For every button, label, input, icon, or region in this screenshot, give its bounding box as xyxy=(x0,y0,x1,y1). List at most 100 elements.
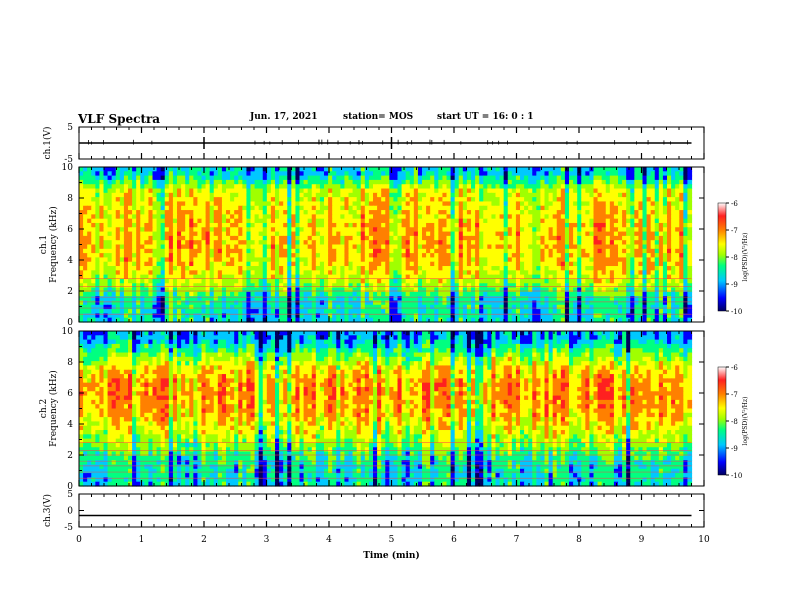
heat-cell xyxy=(213,278,219,284)
heat-cell xyxy=(103,266,109,271)
heat-cell xyxy=(597,240,603,246)
heat-cell xyxy=(185,291,190,297)
heat-cell xyxy=(577,192,582,198)
heat-cell xyxy=(548,244,554,250)
heat-cell xyxy=(205,291,211,297)
heat-cell xyxy=(491,287,497,293)
heat-cell xyxy=(405,197,411,203)
heat-cell xyxy=(548,253,554,259)
heat-cell xyxy=(581,175,586,181)
heat-cell xyxy=(613,184,619,190)
heat-cell xyxy=(209,244,215,250)
heat-cell xyxy=(144,283,150,289)
heat-cell xyxy=(344,274,350,280)
heat-cell xyxy=(193,192,199,198)
heat-cell xyxy=(630,210,635,215)
heat-cell xyxy=(197,222,203,228)
heat-cell xyxy=(275,253,280,259)
heat-cell xyxy=(515,197,521,203)
heat-cell xyxy=(254,304,260,310)
heat-cell xyxy=(679,304,684,310)
heat-cell xyxy=(430,253,435,259)
heat-cell xyxy=(675,197,680,203)
heat-cell xyxy=(581,201,586,207)
heat-cell xyxy=(462,270,468,276)
heat-cell xyxy=(630,235,635,241)
heat-cell xyxy=(520,201,525,207)
heat-cell xyxy=(438,300,444,306)
heat-cell xyxy=(123,309,129,314)
heat-cell xyxy=(540,240,546,246)
heat-cell xyxy=(536,188,542,194)
heat-cell xyxy=(671,240,676,246)
heat-cell xyxy=(548,270,554,276)
heat-cell xyxy=(405,291,411,297)
heat-cell xyxy=(99,210,105,215)
heat-cell xyxy=(475,270,480,276)
heat-cell xyxy=(319,192,325,198)
heat-cell xyxy=(564,304,570,310)
heat-cell xyxy=(132,171,137,177)
heat-cell xyxy=(597,192,603,198)
heat-cell xyxy=(128,167,133,172)
heat-cell xyxy=(609,266,615,271)
heat-cell xyxy=(454,266,460,271)
heat-cell xyxy=(662,270,668,276)
heat-cell xyxy=(291,197,297,203)
heat-cell xyxy=(552,222,558,228)
heat-cell xyxy=(230,201,235,207)
heat-cell xyxy=(295,240,301,246)
heat-cell xyxy=(626,171,631,177)
heat-cell xyxy=(430,270,435,276)
heat-cell xyxy=(152,175,158,181)
heat-cell xyxy=(95,266,101,271)
heat-cell xyxy=(107,167,113,172)
heat-cell xyxy=(634,188,640,194)
heat-cell xyxy=(79,304,84,310)
heat-cell xyxy=(283,248,288,254)
heat-cell xyxy=(177,270,182,276)
heat-cell xyxy=(405,266,411,271)
heat-cell xyxy=(356,231,362,237)
heat-cell xyxy=(471,214,476,220)
heat-cell xyxy=(368,184,374,190)
heat-cell xyxy=(544,205,550,211)
heat-cell xyxy=(246,253,252,259)
heat-cell xyxy=(164,179,170,185)
heat-cell xyxy=(221,244,227,250)
heat-cell xyxy=(205,266,211,271)
heat-cell xyxy=(385,300,390,306)
heat-cell xyxy=(185,218,190,224)
heat-cell xyxy=(671,266,676,271)
heat-cell xyxy=(107,278,113,284)
heat-cell xyxy=(197,235,203,241)
heat-cell xyxy=(589,175,595,181)
heat-cell xyxy=(405,188,411,194)
heat-cell xyxy=(462,283,468,289)
heat-cell xyxy=(585,304,591,310)
heat-cell xyxy=(258,266,264,271)
heat-cell xyxy=(283,261,288,267)
heat-cell xyxy=(258,261,264,267)
heat-cell xyxy=(585,201,591,207)
heat-cell xyxy=(495,214,501,220)
heat-cell xyxy=(193,205,199,211)
heat-cell xyxy=(507,278,513,284)
heat-cell xyxy=(381,192,386,198)
heat-cell xyxy=(667,261,672,267)
heat-cell xyxy=(679,222,684,228)
heat-cell xyxy=(585,214,591,220)
heat-cell xyxy=(450,205,456,211)
heat-cell xyxy=(160,261,166,267)
heat-cell xyxy=(528,283,533,289)
heat-cell xyxy=(79,231,84,237)
heat-cell xyxy=(581,197,586,203)
heat-cell xyxy=(385,197,390,203)
heat-cell xyxy=(340,179,346,185)
heat-cell xyxy=(168,253,174,259)
heat-cell xyxy=(622,274,627,280)
heat-cell xyxy=(270,253,276,259)
heat-cell xyxy=(307,253,313,259)
heat-cell xyxy=(573,300,578,306)
heat-cell xyxy=(332,261,337,267)
